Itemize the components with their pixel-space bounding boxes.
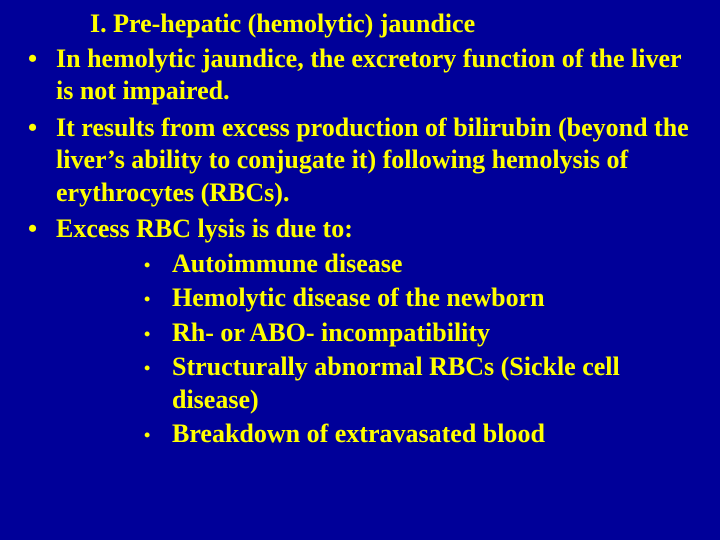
sub-bullet-item: Hemolytic disease of the newborn [144, 282, 700, 315]
bullet-item: In hemolytic jaundice, the excretory fun… [28, 43, 700, 108]
bullet-list: In hemolytic jaundice, the excretory fun… [20, 43, 700, 451]
bullet-text: Excess RBC lysis is due to: [56, 214, 353, 243]
sub-bullet-item: Rh- or ABO- incompatibility [144, 317, 700, 350]
bullet-item: Excess RBC lysis is due to: Autoimmune d… [28, 213, 700, 451]
sub-bullet-item: Autoimmune disease [144, 248, 700, 281]
sub-bullet-list: Autoimmune disease Hemolytic disease of … [56, 248, 700, 451]
slide-title: I. Pre-hepatic (hemolytic) jaundice [90, 8, 700, 41]
bullet-item: It results from excess production of bil… [28, 112, 700, 210]
sub-bullet-item: Breakdown of extravasated blood [144, 418, 700, 451]
sub-bullet-item: Structurally abnormal RBCs (Sickle cell … [144, 351, 700, 416]
